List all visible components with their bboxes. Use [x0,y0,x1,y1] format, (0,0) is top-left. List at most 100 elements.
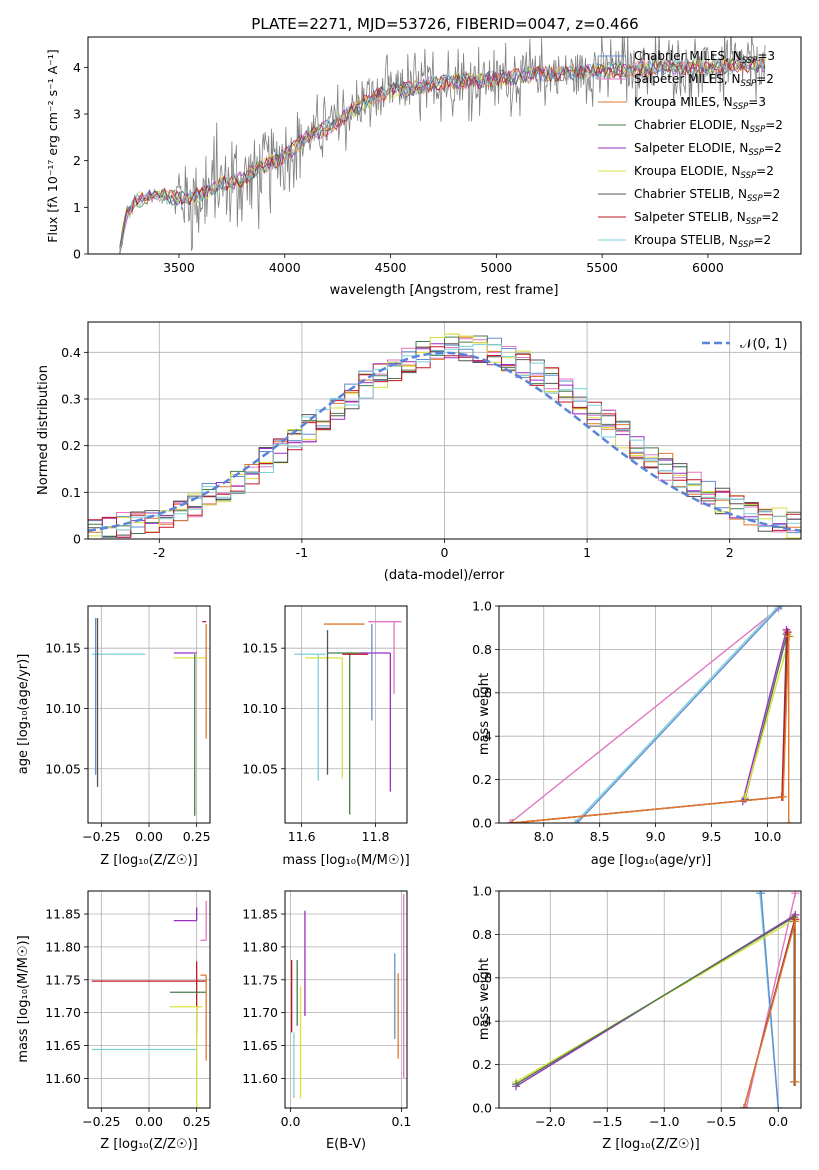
plot-area [119,37,766,254]
y-tick-label: 0.3 [61,392,81,407]
x-tick-label: 0 [441,545,449,560]
y-tick-label: 0.2 [61,438,81,453]
x-tick-label: −0.5 [706,1114,736,1129]
weight-line [576,606,782,823]
weight-line [509,607,780,823]
x-tick-label: 9.5 [702,829,722,844]
x-tick-label: 0.1 [392,1114,412,1129]
axes-frame [87,605,211,824]
weight-marker [774,1104,783,1108]
x-tick-label: 4000 [269,260,301,275]
y-tick-label: 11.75 [242,972,278,987]
x-tick-label: 8.0 [534,829,554,844]
weight-line [742,629,788,802]
y-tick-label: 10.10 [242,701,278,716]
figure-title: PLATE=2271, MJD=53726, FIBERID=0047, z=0… [251,15,638,33]
weight-marker [512,1080,521,1089]
grid [88,891,210,1108]
x-axis-label: Z [log₁₀(Z/Z☉)] [602,1137,699,1152]
x-tick-label: 0.25 [183,829,211,844]
y-tick-label: 4 [73,60,81,75]
plot-area [506,606,794,823]
y-tick-label: 0.0 [472,1101,492,1116]
legend-label: Chabrier ELODIE, NSSP=2 [634,118,783,135]
y-tick-label: 0.6 [472,970,492,985]
grid [88,606,210,823]
panel-age-vs-mass: 11.6 11.8 10.05 10.10 10.15 mass [log₁₀(M/M☉)… [242,605,410,868]
plot-area [291,894,405,1099]
weight-line [744,636,791,798]
x-tick-label: 11.8 [362,829,390,844]
legend-label: Chabrier STELIB, NSSP=2 [634,187,780,204]
y-tick-label: 0.6 [472,685,492,700]
y-tick-label: 11.75 [45,972,81,987]
x-tick-label: 5000 [480,260,512,275]
x-tick-label: 3500 [163,260,195,275]
histogram-step [88,344,801,539]
axes-frame [87,36,802,255]
x-tick-label: 0.0 [281,1114,301,1129]
y-axis-label: mass [log₁₀(M/M☉)] [16,935,31,1062]
x-tick-label: 2 [726,545,734,560]
spectrum-model-line [119,57,766,247]
legend-label: Salpeter ELODIE, NSSP=2 [634,141,782,158]
x-tick-label: -2 [153,545,165,560]
legend-label: Kroupa MILES, NSSP=3 [634,95,766,112]
x-tick-label: 6000 [692,260,724,275]
y-tick-label: 10.15 [45,641,81,656]
y-tick-label: 0.0 [472,816,492,831]
panel-age-vs-Z: −0.25 0.00 0.25 10.05 10.10 10.15 Z [log₁₀(Z/Z… [16,605,211,868]
y-tick-label: 10.05 [45,761,81,776]
weight-marker [508,819,517,823]
panel-weight-vs-age: 8.0 8.5 9.0 9.5 10.0 0.0 0.2 0.4 0.6 0.8 1.0 age [l… [472,599,802,868]
weight-marker [791,917,800,926]
y-tick-label: 0 [73,247,81,262]
y-tick-label: 10.05 [242,761,278,776]
grid [285,606,407,823]
y-tick-label: 0.2 [472,1057,492,1072]
legend: Chabrier MILES, NSSP=3 Salpeter MILES, NS… [598,49,783,250]
y-tick-label: 0.8 [472,927,492,942]
x-tick-label: 10.0 [754,829,782,844]
y-tick-label: 11.70 [45,1005,81,1020]
axes-frame [498,605,802,824]
x-tick-label: −2.0 [535,1114,565,1129]
x-axis-label: (data-model)/error [384,568,505,583]
x-tick-label: 8.5 [590,829,610,844]
x-tick-label: -1 [296,545,308,560]
y-tick-label: 2 [73,153,81,168]
y-tick-label: 11.65 [242,1038,278,1053]
y-tick-label: 11.60 [45,1071,81,1086]
x-tick-label: 9.0 [646,829,666,844]
y-tick-label: 11.80 [242,939,278,954]
plot-area [91,618,207,816]
spectrum-model-line [119,58,766,250]
weight-marker [776,606,785,610]
legend-label: Chabrier MILES, NSSP=3 [634,49,775,66]
spectrum-model-line [119,56,766,251]
x-axis-label: E(B-V) [326,1137,366,1152]
y-tick-label: 0 [73,532,81,547]
x-tick-label: −0.25 [82,829,120,844]
y-axis-label: mass weight [477,673,492,755]
axes-frame [284,605,408,824]
y-tick-label: 11.70 [242,1005,278,1020]
plot-area [91,900,207,1108]
legend-label: Salpeter MILES, NSSP=2 [634,72,774,89]
y-tick-label: 11.80 [45,939,81,954]
y-axis-label: age [log₁₀(age/yr)] [16,654,31,775]
y-tick-label: 10.10 [45,701,81,716]
y-tick-label: 0.4 [472,1014,492,1029]
y-tick-label: 0.1 [61,485,81,500]
weight-marker [742,1104,751,1108]
y-tick-label: 11.85 [45,907,81,922]
y-tick-label: 1 [73,200,81,215]
weight-line [760,893,779,1108]
legend-label: Salpeter STELIB, NSSP=2 [634,210,779,227]
x-tick-label: 0.0 [768,1114,788,1129]
x-tick-label: 11.6 [288,829,316,844]
y-tick-label: 0.4 [472,729,492,744]
plot-area [294,621,402,815]
x-tick-label: 0.00 [135,1114,163,1129]
